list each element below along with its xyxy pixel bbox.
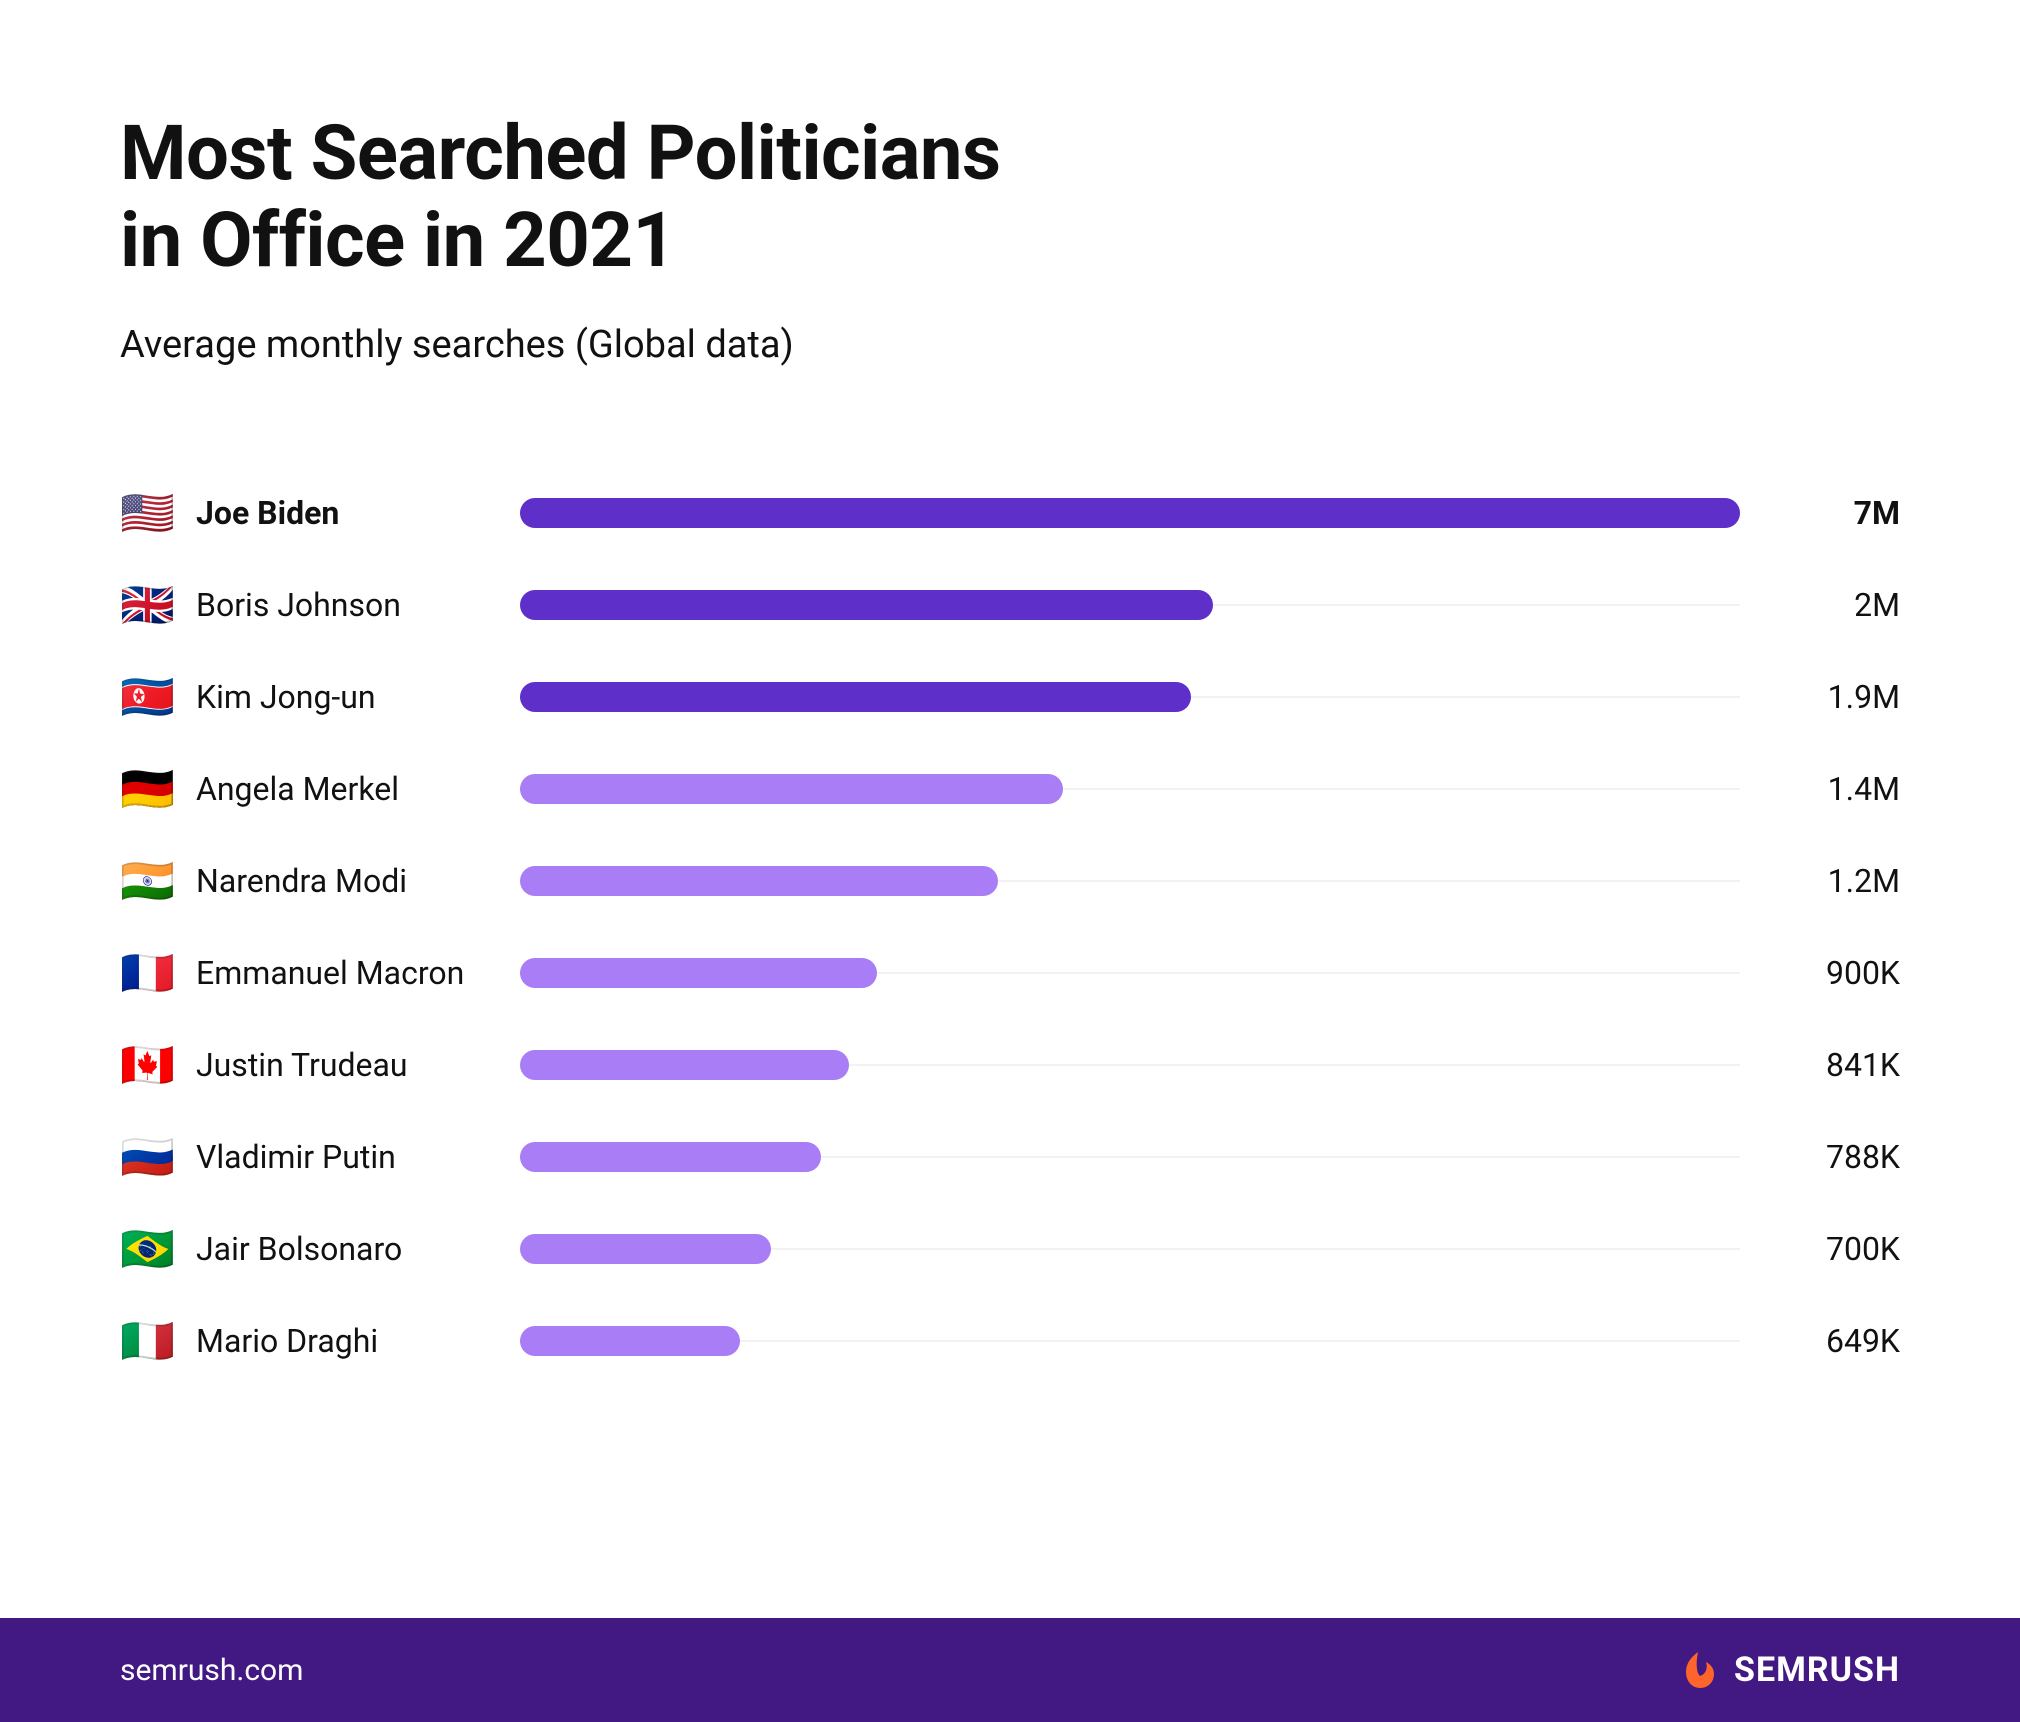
chart-row: 🇫🇷Emmanuel Macron 900K [120,927,1900,1019]
politician-name: Narendra Modi [180,862,520,900]
search-value: 788K [1780,1138,1900,1176]
chart-row: 🇰🇵Kim Jong-un 1.9M [120,651,1900,743]
politician-name: Joe Biden [180,494,520,532]
india-flag-icon: 🇮🇳 [120,859,180,903]
search-value: 700K [1780,1230,1900,1268]
politician-name: Vladimir Putin [180,1138,520,1176]
search-value: 649K [1780,1322,1900,1360]
bar-fill [520,1326,740,1356]
chart-row: 🇮🇳Narendra Modi 1.2M [120,835,1900,927]
search-value: 1.2M [1780,862,1900,900]
search-value: 900K [1780,954,1900,992]
chart-row: 🇬🇧Boris Johnson 2M [120,559,1900,651]
bar-track [520,958,1740,988]
politician-name: Kim Jong-un [180,678,520,716]
politician-name: Emmanuel Macron [180,954,520,992]
brazil-flag-icon: 🇧🇷 [120,1227,180,1271]
chart-row: 🇩🇪Angela Merkel 1.4M [120,743,1900,835]
bar-fill [520,590,1213,620]
bar-fill [520,958,877,988]
bar-track [520,866,1740,896]
bar-fill [520,866,998,896]
brand: SEMRUSH [1676,1648,1900,1692]
politician-name: Justin Trudeau [180,1046,520,1084]
bar-fill [520,1234,771,1264]
chart-row: 🇺🇸Joe Biden 7M [120,467,1900,559]
chart-row: 🇧🇷Jair Bolsonaro 700K [120,1203,1900,1295]
bar-track [520,1234,1740,1264]
politician-name: Boris Johnson [180,586,520,624]
politician-name: Angela Merkel [180,770,520,808]
bar-fill [520,682,1191,712]
search-value: 1.9M [1780,678,1900,716]
chart-row: 🇮🇹Mario Draghi 649K [120,1295,1900,1387]
bar-fill [520,1050,849,1080]
bar-track [520,774,1740,804]
france-flag-icon: 🇫🇷 [120,951,180,995]
chart-row: 🇨🇦Justin Trudeau 841K [120,1019,1900,1111]
title-line-1: Most Searched Politicians [120,108,1001,198]
bar-track [520,498,1740,528]
footer: semrush.com SEMRUSH [0,1618,2020,1722]
infographic-container: Most Searched Politicians in Office in 2… [0,0,2020,1387]
bar-fill [520,498,1740,528]
search-value: 841K [1780,1046,1900,1084]
us-flag-icon: 🇺🇸 [120,491,180,535]
bar-track [520,1050,1740,1080]
bar-chart: 🇺🇸Joe Biden 7M 🇬🇧Boris Johnson 2M 🇰🇵Kim Jong… [120,467,1900,1387]
italy-flag-icon: 🇮🇹 [120,1319,180,1363]
chart-row: 🇷🇺Vladimir Putin 788K [120,1111,1900,1203]
bar-fill [520,1142,821,1172]
bar-track [520,590,1740,620]
russia-flag-icon: 🇷🇺 [120,1135,180,1179]
search-value: 1.4M [1780,770,1900,808]
footer-url: semrush.com [120,1653,303,1688]
page-title: Most Searched Politicians in Office in 2… [120,110,1900,285]
brand-text: SEMRUSH [1734,1650,1900,1690]
semrush-flame-icon [1676,1648,1720,1692]
bar-track [520,1142,1740,1172]
bar-fill [520,774,1063,804]
subtitle: Average monthly searches (Global data) [120,323,1900,367]
germany-flag-icon: 🇩🇪 [120,767,180,811]
politician-name: Jair Bolsonaro [180,1230,520,1268]
bar-track [520,1326,1740,1356]
search-value: 2M [1780,586,1900,624]
search-value: 7M [1780,494,1900,532]
title-line-2: in Office in 2021 [120,195,676,285]
north-korea-flag-icon: 🇰🇵 [120,675,180,719]
politician-name: Mario Draghi [180,1322,520,1360]
bar-track [520,682,1740,712]
canada-flag-icon: 🇨🇦 [120,1043,180,1087]
uk-flag-icon: 🇬🇧 [120,583,180,627]
